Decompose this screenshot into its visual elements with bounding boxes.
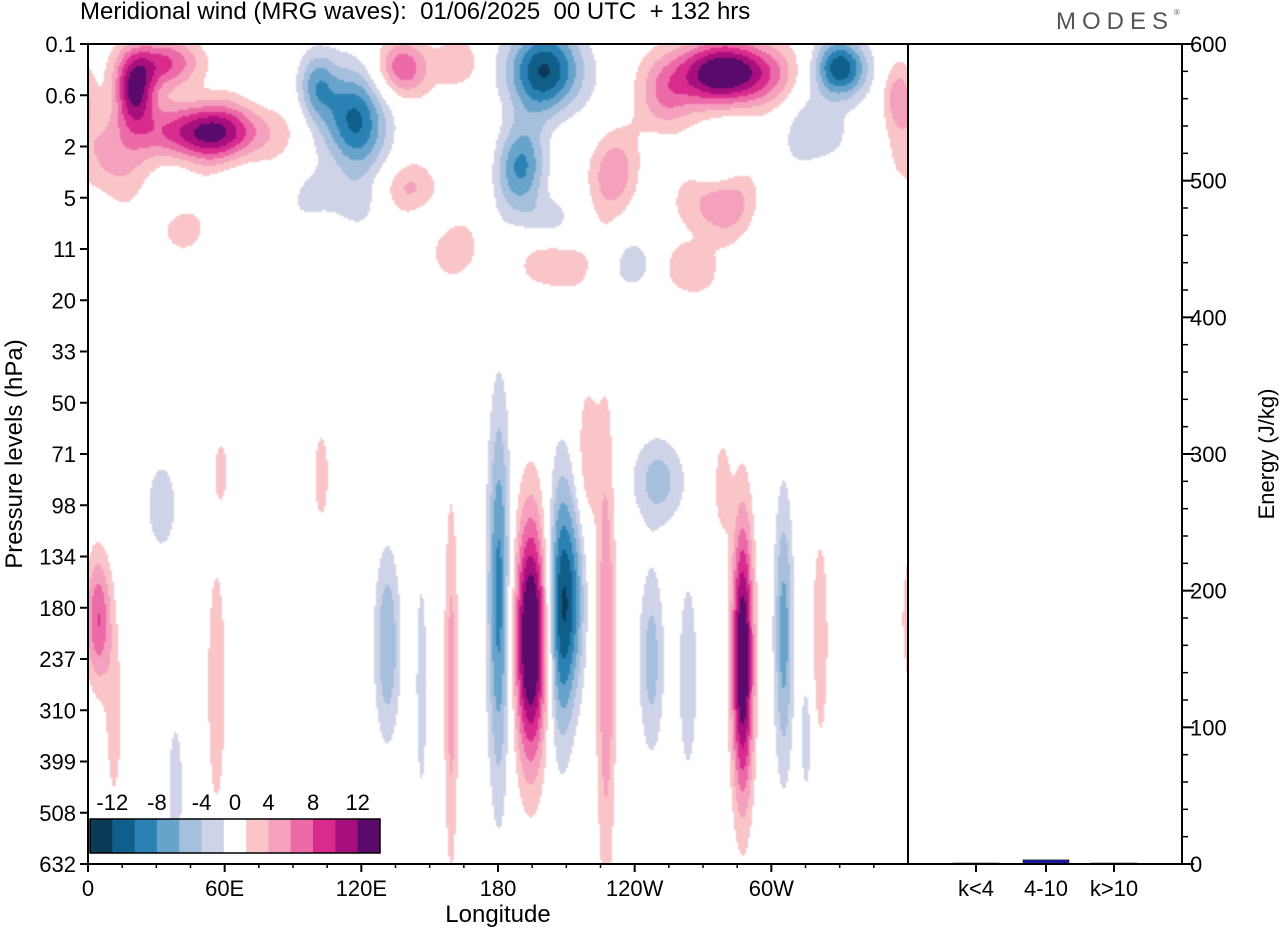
category-label: k>10 xyxy=(1090,876,1138,901)
y-tick-label: 98 xyxy=(52,493,76,518)
colorbar-label: 0 xyxy=(229,790,241,815)
colorbar-swatch xyxy=(134,819,158,853)
wind-contour-field xyxy=(88,44,908,864)
colorbar-swatch xyxy=(268,819,292,853)
colorbar-swatch xyxy=(112,819,136,853)
category-label: k<4 xyxy=(958,876,994,901)
colorbar-swatch xyxy=(179,819,203,853)
colorbar-swatch xyxy=(90,819,113,853)
y-tick-label: 33 xyxy=(52,340,76,365)
y-tick-label: 0.6 xyxy=(45,83,76,108)
y-tick-label: 5 xyxy=(64,186,76,211)
x-axis-label: Longitude xyxy=(445,901,550,928)
modes-logo: MODES® xyxy=(1056,8,1180,36)
y-tick-label: 50 xyxy=(52,391,76,416)
energy-axis-label: Energy (J/kg) xyxy=(1254,389,1279,520)
y-tick-label: 632 xyxy=(39,852,76,877)
colorbar-swatch xyxy=(246,819,269,853)
colorbar: -12 -8 -4 0 4 8 12 xyxy=(89,790,381,854)
energy-tick-label: 600 xyxy=(1190,32,1227,57)
y-tick-label: 11 xyxy=(53,237,76,262)
y-tick-label: 0.1 xyxy=(45,32,76,57)
y-tick-label: 71 xyxy=(52,442,76,467)
colorbar-label: -12 xyxy=(96,790,128,815)
y-tick-label: 134 xyxy=(39,545,76,570)
energy-tick-label: 400 xyxy=(1190,305,1227,330)
energy-tick-label: 100 xyxy=(1190,715,1227,740)
x-tick-label: 120E xyxy=(336,876,387,901)
x-tick-label: 120W xyxy=(606,876,664,901)
energy-tick-label: 300 xyxy=(1190,442,1227,467)
registered-mark-icon: ® xyxy=(1174,8,1180,17)
y-tick-label: 180 xyxy=(39,596,76,621)
colorbar-label: 4 xyxy=(262,790,274,815)
colorbar-label: 12 xyxy=(345,790,369,815)
y-tick-label: 508 xyxy=(39,801,76,826)
x-tick-label: 60E xyxy=(205,876,244,901)
y-tick-label: 237 xyxy=(39,647,76,672)
colorbar-swatch xyxy=(357,819,381,853)
colorbar-label: -4 xyxy=(192,790,212,815)
colorbar-swatch xyxy=(156,819,180,853)
logo-text: MODES xyxy=(1056,8,1175,35)
colorbar-label: -8 xyxy=(147,790,167,815)
colorbar-swatch xyxy=(201,819,225,853)
energy-tick-label: 200 xyxy=(1190,579,1227,604)
colorbar-swatch xyxy=(313,819,336,853)
colorbar-frame xyxy=(89,818,381,854)
y-tick-label: 399 xyxy=(39,750,76,775)
x-tick-label: 60W xyxy=(749,876,794,901)
energy-tick-label: 500 xyxy=(1190,169,1227,194)
category-label: 4-10 xyxy=(1024,876,1068,901)
y-tick-label: 310 xyxy=(39,698,76,723)
energy-frame xyxy=(907,43,1183,865)
y-tick-label: 2 xyxy=(64,135,76,160)
heatmap-axes: 0.1 0.6 2 5 11 20 33 50 71 98 134 180 237 310 399 508 63… xyxy=(39,32,875,901)
colorbar-swatch xyxy=(290,819,314,853)
colorbar-swatch xyxy=(223,819,247,853)
x-tick-label: 180 xyxy=(480,876,517,901)
y-tick-label: 20 xyxy=(52,288,76,313)
energy-bar-axes: 0 100 200 300 400 500 600 k<4 4-10 k>10 xyxy=(952,32,1227,901)
chart-title: Meridional wind (MRG waves): 01/06/2025 … xyxy=(80,0,751,25)
x-tick-label: 0 xyxy=(82,876,94,901)
y-axis-label: Pressure levels (hPa) xyxy=(1,339,28,568)
energy-tick-label: 0 xyxy=(1190,852,1202,877)
colorbar-swatch xyxy=(335,819,359,853)
heatmap-area xyxy=(88,44,908,864)
colorbar-label: 8 xyxy=(307,790,319,815)
